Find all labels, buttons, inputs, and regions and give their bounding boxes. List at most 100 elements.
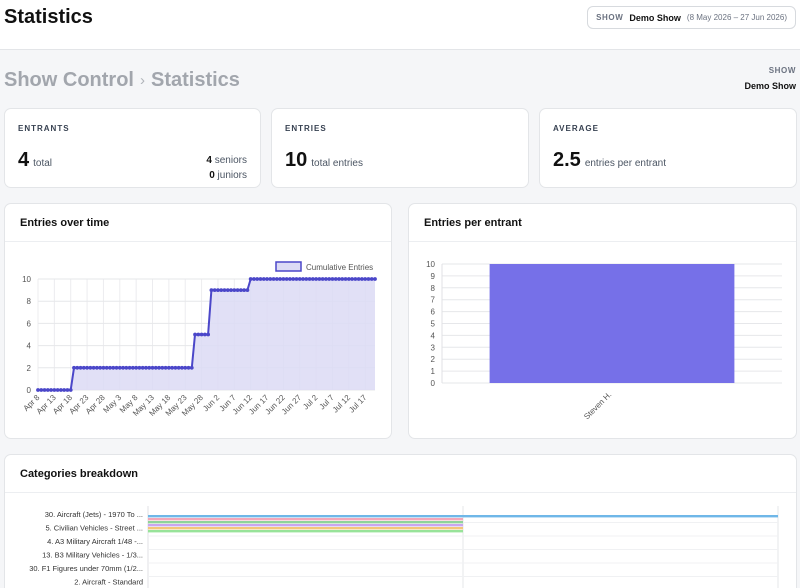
y-tick-label: 1	[431, 367, 436, 376]
data-point	[52, 388, 57, 392]
data-point	[222, 288, 227, 292]
data-point	[121, 365, 125, 370]
data-point	[304, 277, 309, 281]
panel-title: Entries over time	[20, 217, 110, 229]
categories-breakdown-chart: 30. Aircraft (Jets) - 1970 To ... 5. Civi…	[29, 506, 779, 588]
seniors-label: seniors	[214, 155, 247, 166]
seniors-line: 4 seniors	[206, 153, 247, 168]
breadcrumb-root[interactable]: Show Control	[4, 69, 134, 91]
data-point	[258, 277, 263, 281]
category-label: 4. A3 Military Aircraft 1/48 -...	[47, 537, 143, 546]
stat-number: 4	[18, 149, 30, 171]
data-point	[68, 388, 73, 392]
juniors-label: juniors	[217, 170, 247, 181]
breadcrumb-separator: ›	[139, 72, 145, 89]
data-point	[232, 288, 237, 292]
category-bar	[148, 524, 463, 527]
data-point	[85, 365, 89, 370]
data-point	[206, 332, 211, 337]
data-point	[199, 332, 204, 337]
data-point	[248, 277, 253, 281]
data-point	[281, 277, 286, 281]
data-point	[78, 365, 83, 370]
y-tick-label: 10	[426, 260, 435, 269]
data-point	[274, 277, 279, 281]
categories-breakdown-panel: Categories breakdown 30. Aircraft (Jets)…	[4, 454, 797, 588]
data-point	[186, 365, 191, 370]
stat-card-entries: ENTRIES 10 total entries	[271, 108, 529, 188]
stat-value: 10 total entries	[285, 149, 363, 172]
entries-per-entrant-panel: Entries per entrant 0 1 2 3 4 5 6 7 8 9 10 Steven H…	[408, 203, 797, 439]
data-point	[176, 365, 181, 370]
data-point	[337, 277, 341, 281]
y-tick-label: 6	[27, 319, 32, 328]
data-point	[75, 365, 80, 370]
stat-card-average: AVERAGE 2.5 entries per entrant	[539, 108, 797, 188]
stat-label: ENTRIES	[285, 124, 327, 133]
data-point	[193, 332, 197, 337]
category-bar	[148, 530, 463, 533]
y-tick-label: 2	[431, 355, 436, 364]
breadcrumb: Show Control › Statistics	[4, 69, 240, 92]
y-tick-label: 2	[27, 364, 32, 373]
legend-label: Cumulative Entries	[306, 263, 373, 272]
app-title: Statistics	[4, 6, 93, 28]
data-point	[62, 388, 67, 392]
data-point	[173, 365, 178, 370]
entries-per-entrant-chart: 0 1 2 3 4 5 6 7 8 9 10 Steven H.	[426, 260, 782, 421]
show-selector[interactable]: SHOW Demo Show (8 May 2026 – 27 Jun 2026…	[587, 6, 796, 29]
category-label: 5. Civilian Vehicles - Street ...	[45, 524, 143, 533]
data-point	[297, 277, 302, 281]
y-tick-label: 0	[27, 386, 32, 395]
data-point	[291, 277, 296, 281]
seniors-count: 4	[206, 155, 212, 166]
data-point	[327, 277, 332, 281]
data-point	[330, 277, 335, 281]
stat-card-entrants: ENTRANTS 4 total 4 seniors 0 juniors	[4, 108, 261, 188]
data-point	[369, 277, 374, 281]
data-point	[360, 277, 364, 281]
data-point	[157, 365, 161, 370]
show-selector-dates: (8 May 2026 – 27 Jun 2026)	[686, 13, 787, 22]
data-point	[294, 277, 299, 281]
y-tick-label: 3	[431, 343, 436, 352]
data-point	[366, 277, 371, 281]
y-tick-label: 7	[431, 296, 436, 305]
data-point	[310, 277, 315, 281]
stat-value: 2.5 entries per entrant	[553, 149, 666, 172]
data-point	[180, 365, 184, 370]
category-label: 13. B3 Military Vehicles - 1/3...	[42, 551, 143, 560]
panel-header: Categories breakdown	[5, 455, 796, 493]
data-point	[284, 277, 289, 281]
data-point	[101, 365, 106, 370]
data-point	[36, 388, 40, 392]
data-point	[209, 288, 214, 292]
show-info: SHOW Demo Show	[744, 66, 796, 91]
data-point	[307, 277, 312, 281]
stat-unit: entries per entrant	[584, 158, 666, 169]
data-point	[189, 365, 194, 370]
y-tick-label: 0	[431, 379, 436, 388]
data-point	[317, 277, 322, 281]
data-point	[65, 388, 70, 392]
data-point	[140, 365, 145, 370]
show-selector-name: Demo Show	[629, 12, 681, 23]
data-point	[301, 277, 305, 281]
data-point	[278, 277, 283, 281]
stat-number: 10	[285, 149, 308, 171]
data-point	[81, 365, 86, 370]
stat-label: AVERAGE	[553, 124, 599, 133]
data-point	[144, 365, 148, 370]
category-bar	[148, 527, 463, 530]
data-point	[160, 365, 165, 370]
data-point	[114, 365, 119, 370]
data-point	[104, 365, 109, 370]
bar	[489, 264, 735, 383]
x-tick-label: Apr 28	[84, 393, 107, 416]
data-point	[150, 365, 155, 370]
data-point	[111, 365, 116, 370]
top-bar: Statistics SHOW Demo Show (8 May 2026 – …	[0, 0, 800, 50]
show-info-name: Demo Show	[744, 81, 796, 91]
data-point	[98, 365, 103, 370]
